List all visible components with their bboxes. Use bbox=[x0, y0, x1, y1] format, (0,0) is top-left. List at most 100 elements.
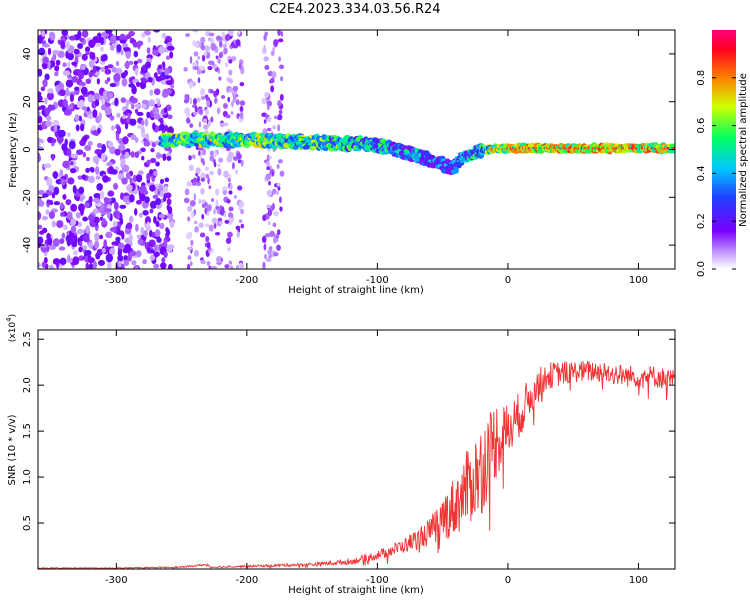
noise-blob bbox=[98, 36, 104, 43]
noise-blob bbox=[200, 36, 206, 44]
noise-blob bbox=[208, 32, 215, 37]
noise-blob bbox=[165, 80, 173, 86]
noise-blob bbox=[160, 262, 167, 269]
noise-blob bbox=[278, 56, 282, 62]
noise-blob bbox=[184, 107, 191, 115]
noise-blob bbox=[185, 33, 191, 38]
noise-blob bbox=[68, 140, 76, 150]
noise-blob bbox=[232, 162, 235, 170]
noise-blob bbox=[163, 239, 168, 248]
noise-blob bbox=[101, 247, 106, 253]
noise-blob bbox=[77, 30, 82, 39]
noise-blob bbox=[68, 35, 77, 41]
noise-blob bbox=[150, 147, 155, 153]
noise-blob bbox=[228, 177, 231, 183]
noise-blob bbox=[125, 200, 130, 206]
noise-blob bbox=[140, 226, 145, 236]
noise-blob bbox=[90, 167, 95, 173]
noise-blob bbox=[105, 231, 113, 239]
noise-blob bbox=[136, 234, 141, 239]
noise-blob bbox=[47, 237, 53, 246]
noise-blob bbox=[59, 257, 67, 266]
signal-blob bbox=[165, 132, 173, 137]
noise-blob bbox=[187, 255, 192, 261]
noise-blob bbox=[279, 206, 283, 212]
noise-blob bbox=[163, 107, 168, 114]
noise-blob bbox=[153, 170, 158, 177]
noise-blob bbox=[97, 259, 105, 266]
noise-blob bbox=[82, 151, 87, 158]
noise-blob bbox=[155, 197, 162, 206]
signal-blob bbox=[321, 134, 328, 140]
noise-blob bbox=[235, 225, 241, 231]
noise-blob bbox=[46, 199, 54, 204]
noise-blob bbox=[60, 178, 66, 186]
noise-blob bbox=[227, 96, 231, 103]
noise-blob bbox=[120, 97, 127, 103]
noise-blob bbox=[219, 51, 224, 58]
noise-blob bbox=[82, 216, 88, 222]
noise-blob bbox=[204, 201, 208, 207]
noise-blob bbox=[263, 119, 267, 124]
colorbar-tick-label: 0.0 bbox=[696, 261, 707, 277]
noise-blob bbox=[54, 71, 59, 77]
noise-blob bbox=[134, 103, 142, 108]
noise-blob bbox=[167, 45, 175, 51]
noise-blob bbox=[205, 235, 210, 243]
noise-blob bbox=[272, 222, 277, 228]
noise-blob bbox=[38, 224, 43, 230]
noise-blob bbox=[51, 192, 56, 199]
noise-blob bbox=[44, 73, 50, 81]
noise-blob bbox=[209, 170, 214, 176]
noise-blob bbox=[78, 71, 85, 80]
noise-blob bbox=[74, 86, 80, 91]
noise-blob bbox=[69, 93, 74, 103]
noise-blob bbox=[187, 263, 191, 269]
noise-blob bbox=[142, 79, 149, 84]
noise-blob bbox=[223, 212, 227, 218]
snr-x-tick-label: 100 bbox=[629, 575, 648, 586]
noise-blob bbox=[105, 253, 114, 263]
noise-blob bbox=[46, 177, 53, 187]
noise-blob bbox=[209, 150, 215, 156]
noise-blob bbox=[206, 242, 211, 249]
noise-blob bbox=[268, 181, 271, 186]
noise-blob bbox=[116, 112, 121, 118]
noise-blob bbox=[100, 66, 105, 73]
noise-blob bbox=[262, 261, 266, 269]
noise-blob bbox=[96, 142, 103, 149]
noise-blob bbox=[135, 250, 142, 258]
noise-blob bbox=[153, 72, 158, 79]
noise-blob bbox=[265, 173, 272, 181]
noise-blob bbox=[271, 171, 275, 177]
noise-blob bbox=[222, 186, 228, 191]
noise-blob bbox=[81, 135, 88, 142]
noise-blob bbox=[280, 31, 284, 37]
spectrogram-x-axis-label: Height of straight line (km) bbox=[288, 285, 424, 296]
noise-blob bbox=[200, 199, 206, 204]
noise-blob bbox=[99, 190, 105, 200]
spectrogram-noise-layer bbox=[38, 30, 285, 269]
noise-blob bbox=[110, 45, 115, 51]
noise-blob bbox=[197, 175, 200, 183]
noise-blob bbox=[239, 111, 244, 120]
noise-blob bbox=[200, 177, 206, 182]
noise-blob bbox=[223, 170, 229, 178]
noise-blob bbox=[277, 30, 281, 36]
noise-blob bbox=[70, 153, 79, 159]
spectrogram-y-tick-label: -40 bbox=[22, 237, 33, 253]
noise-blob bbox=[277, 186, 281, 191]
noise-blob bbox=[144, 216, 152, 225]
noise-blob bbox=[186, 232, 191, 240]
noise-blob bbox=[183, 98, 189, 104]
noise-blob bbox=[85, 262, 90, 269]
noise-blob bbox=[261, 97, 267, 105]
noise-blob bbox=[137, 238, 144, 246]
noise-blob bbox=[273, 39, 279, 46]
noise-blob bbox=[51, 119, 60, 126]
noise-blob bbox=[79, 139, 86, 147]
noise-blob bbox=[216, 256, 222, 264]
noise-blob bbox=[240, 67, 245, 75]
noise-blob bbox=[186, 246, 193, 251]
